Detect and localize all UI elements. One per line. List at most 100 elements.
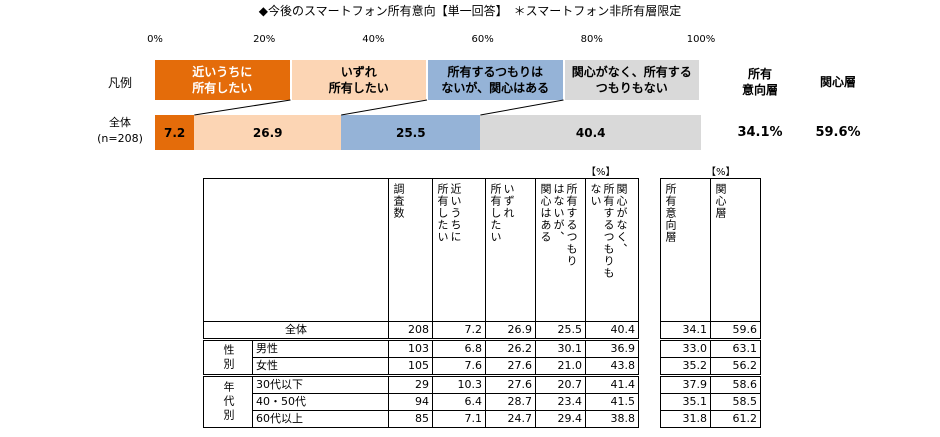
legend-entry: いずれ 所有したい (291, 60, 426, 100)
cell: 31.8 (660, 410, 711, 428)
cell: 56.2 (710, 357, 761, 376)
x-tick-label: 0% (147, 34, 163, 45)
cell: 30.1 (535, 338, 586, 358)
cell: 35.1 (660, 393, 711, 411)
group-label: 性別 (203, 338, 253, 376)
cell: 6.8 (432, 338, 486, 358)
column-header: 所有するつもり はないが、 関心はある (535, 178, 586, 322)
cell: 28.7 (485, 393, 536, 411)
x-tick-label: 40% (362, 34, 385, 45)
legend-label: 凡例 (108, 76, 133, 90)
group-text: 年代別 (222, 381, 235, 423)
cell: 208 (388, 321, 433, 340)
bar-segment (341, 115, 481, 150)
data-row: 40・50代 94 6.4 28.7 23.4 41.5 35.1 58.5 (204, 393, 761, 411)
category-label: 全体 (n=208) (97, 116, 143, 145)
cell: 26.2 (485, 338, 536, 358)
unit-label: 【%】 (706, 167, 736, 178)
x-tick-label: 80% (580, 34, 603, 45)
total-row: 全体 208 7.2 26.9 25.5 40.4 34.1 59.6 (203, 321, 761, 340)
cell: 10.3 (432, 374, 486, 394)
header-text: 近いうちに 所有したい (436, 183, 462, 243)
spacer (639, 376, 661, 394)
unit-label: 【%】 (586, 167, 616, 178)
bar-segment (480, 115, 701, 150)
legend-entry: 近いうちに 所有したい (155, 60, 290, 100)
cell: 40.4 (585, 321, 639, 340)
cell: 24.7 (485, 410, 536, 428)
column-header: 関心がなく、 所有するつもりも ない (585, 178, 639, 322)
cell: 21.0 (535, 357, 586, 376)
data-label: 25.5 (395, 125, 426, 140)
column-header: 近いうちに 所有したい (432, 178, 486, 322)
x-tick-label: 20% (253, 34, 276, 45)
header-text: 所有意向層 (664, 183, 677, 243)
x-tick-label: 60% (471, 34, 494, 45)
summary-header: 関心層 (819, 75, 856, 89)
header-text: 所有するつもり はないが、 関心はある (539, 183, 578, 267)
row-label: 男性 (252, 338, 389, 358)
cell: 61.2 (710, 410, 761, 428)
spacer (639, 358, 661, 376)
cell: 26.9 (485, 321, 536, 340)
header-text: 関心がなく、 所有するつもりも ない (589, 183, 628, 279)
header-text: 調査数 (392, 183, 405, 219)
data-table: 調査数 近いうちに 所有したい いずれ 所有したい 所有するつもり はないが、 関心は… (203, 178, 761, 428)
cell: 7.6 (432, 357, 486, 376)
spacer (639, 394, 661, 411)
cell: 103 (388, 338, 433, 358)
cell: 37.9 (660, 374, 711, 394)
cell: 63.1 (710, 338, 761, 358)
data-row: 60代以上 85 7.1 24.7 29.4 38.8 31.8 61.2 (204, 410, 761, 428)
leader-line (341, 99, 428, 116)
row-label: 女性 (252, 357, 389, 376)
x-tick-label: 100% (686, 34, 716, 45)
cell: 94 (388, 393, 433, 411)
header-text: 関心層 (714, 183, 727, 219)
summary-value: 34.1% (737, 125, 783, 140)
cell: 7.1 (432, 410, 486, 428)
leader-line (194, 99, 291, 116)
cell: 27.6 (485, 357, 536, 376)
cell: 35.2 (660, 357, 711, 376)
data-row: 性別 男性 103 6.8 26.2 30.1 36.9 33.0 63.1 (203, 338, 761, 376)
chart-title: ◆今後のスマートフォン所有意向【単一回答】 ＊スマートフォン非所有層限定 (258, 4, 682, 18)
cell: 34.1 (660, 321, 711, 340)
cell: 58.6 (710, 374, 761, 394)
cell: 23.4 (535, 393, 586, 411)
spacer (639, 322, 661, 340)
legend-entry: 所有するつもりは ないが、関心はある (428, 60, 563, 100)
header-text: いずれ 所有したい (489, 183, 515, 243)
corner-cell (203, 178, 389, 322)
group-text: 性別 (222, 343, 235, 372)
data-label: 26.9 (252, 125, 283, 140)
group-label: 年代別 (203, 374, 253, 428)
bar-segment (194, 115, 342, 150)
spacer (639, 179, 661, 322)
bar-segment (155, 115, 195, 150)
cell: 33.0 (660, 338, 711, 358)
cell: 41.5 (585, 393, 639, 411)
cell: 41.4 (585, 374, 639, 394)
cell: 27.6 (485, 374, 536, 394)
row-label: 40・50代 (252, 393, 389, 411)
spacer (639, 340, 661, 358)
data-row: 女性 105 7.6 27.6 21.0 43.8 35.2 56.2 (204, 357, 761, 376)
column-header: 所有意向層 (660, 178, 711, 322)
cell: 20.7 (535, 374, 586, 394)
cell: 7.2 (432, 321, 486, 340)
cell: 105 (388, 357, 433, 376)
leader-line (480, 99, 564, 116)
column-header: 関心層 (710, 178, 761, 322)
summary-header: 所有 意向層 (741, 67, 778, 97)
cell: 6.4 (432, 393, 486, 411)
cell: 29.4 (535, 410, 586, 428)
row-label: 60代以上 (252, 410, 389, 428)
cell: 29 (388, 374, 433, 394)
legend-entry: 関心がなく、所有する つもりもない (564, 60, 699, 100)
summary-value: 59.6% (815, 125, 861, 140)
cell: 36.9 (585, 338, 639, 358)
row-label: 全体 (203, 321, 389, 340)
data-row: 年代別 30代以下 29 10.3 27.6 20.7 41.4 37.9 58.6 (203, 374, 761, 428)
